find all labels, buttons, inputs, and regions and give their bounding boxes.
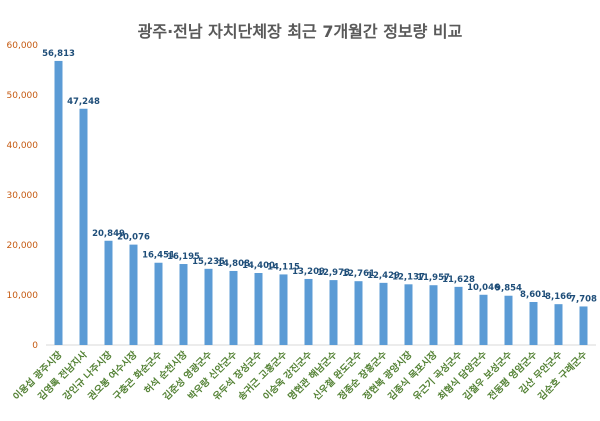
data-label: 16,195 xyxy=(167,252,200,262)
bar xyxy=(229,270,238,345)
chart-title: 광주·전남 자치단체장 최근 7개월간 정보량 비교 xyxy=(137,22,463,41)
data-label: 14,400 xyxy=(242,261,275,271)
data-label: 7,708 xyxy=(570,294,597,304)
data-label: 8,601 xyxy=(520,290,547,300)
bar xyxy=(204,268,213,345)
y-tick-label: 20,000 xyxy=(7,241,39,251)
data-label: 12,978 xyxy=(317,268,350,278)
y-tick-label: 0 xyxy=(32,341,38,351)
bar xyxy=(429,285,438,345)
data-label: 56,813 xyxy=(42,49,75,59)
data-label: 12,137 xyxy=(392,272,425,282)
bar xyxy=(79,108,88,345)
y-tick-label: 10,000 xyxy=(7,291,39,301)
bar xyxy=(54,60,63,346)
bar xyxy=(354,281,363,345)
data-label: 12,429 xyxy=(367,271,400,281)
bar xyxy=(179,264,188,345)
data-label: 11,628 xyxy=(442,275,475,285)
data-label: 10,046 xyxy=(467,283,500,293)
y-tick-label: 50,000 xyxy=(7,91,39,101)
data-label: 20,849 xyxy=(92,229,125,239)
bar xyxy=(554,304,563,345)
bar xyxy=(279,274,288,345)
data-label: 20,076 xyxy=(117,233,150,243)
data-label: 16,451 xyxy=(142,251,175,261)
bar xyxy=(129,244,138,345)
y-tick-label: 30,000 xyxy=(7,191,39,201)
bar xyxy=(304,278,313,345)
data-label: 14,808 xyxy=(217,259,250,269)
bar xyxy=(379,282,388,345)
data-label: 47,248 xyxy=(67,97,100,107)
bar xyxy=(504,295,513,345)
bar xyxy=(329,280,338,345)
bar xyxy=(529,301,538,345)
data-label: 11,957 xyxy=(417,273,450,283)
bar xyxy=(454,286,463,345)
data-label: 14,115 xyxy=(267,262,300,272)
data-label: 8,166 xyxy=(545,292,572,302)
bar xyxy=(104,240,113,345)
bar xyxy=(579,306,588,345)
bar xyxy=(479,294,488,345)
bar xyxy=(154,262,163,345)
data-label: 12,761 xyxy=(342,269,375,279)
data-label: 9,854 xyxy=(495,284,522,294)
y-tick-label: 60,000 xyxy=(7,41,39,51)
data-label: 15,235 xyxy=(192,257,225,267)
bar xyxy=(404,284,413,345)
bar xyxy=(254,273,263,345)
y-tick-label: 40,000 xyxy=(7,141,39,151)
data-label: 13,209 xyxy=(292,267,325,277)
